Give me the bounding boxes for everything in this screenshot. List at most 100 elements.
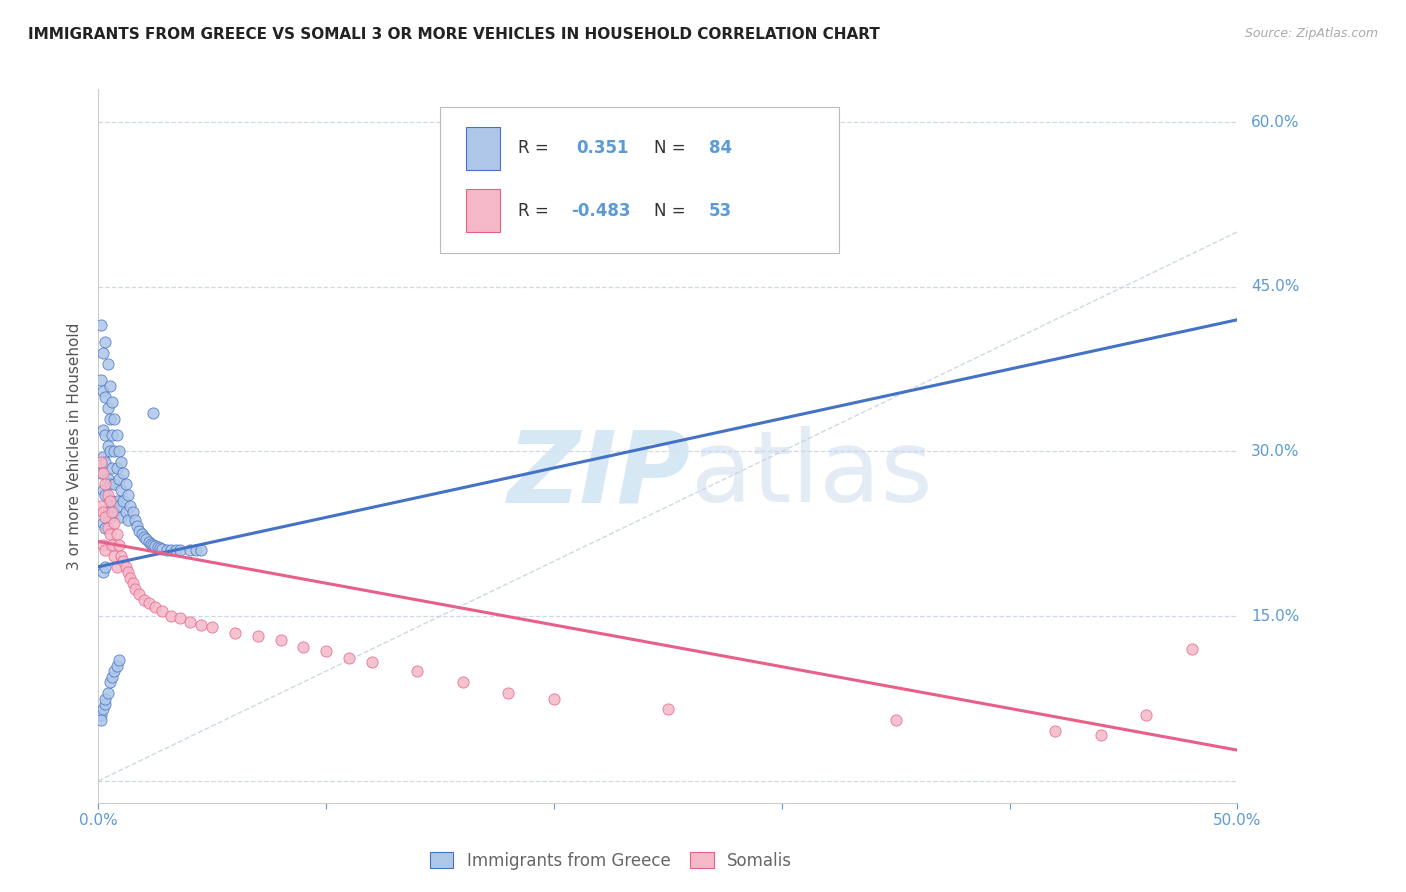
Point bbox=[98, 526, 121, 541]
Point bbox=[179, 543, 201, 558]
Point bbox=[138, 534, 160, 549]
Point bbox=[94, 334, 117, 349]
Point bbox=[101, 461, 124, 475]
Point bbox=[360, 655, 382, 669]
Point bbox=[114, 477, 136, 491]
Point bbox=[179, 615, 201, 629]
Point bbox=[91, 450, 114, 464]
Text: 30.0%: 30.0% bbox=[1251, 444, 1299, 459]
Point bbox=[124, 512, 146, 526]
Point bbox=[149, 541, 172, 555]
Text: N =: N = bbox=[654, 202, 692, 219]
Point bbox=[98, 494, 121, 508]
Text: N =: N = bbox=[654, 139, 692, 157]
Point bbox=[132, 530, 155, 544]
Point bbox=[98, 378, 121, 392]
Point bbox=[94, 559, 117, 574]
Point bbox=[117, 566, 139, 580]
Point bbox=[98, 477, 121, 491]
Point bbox=[169, 611, 191, 625]
Point bbox=[108, 444, 131, 458]
Point bbox=[101, 538, 124, 552]
Point bbox=[103, 477, 125, 491]
Text: 53: 53 bbox=[709, 202, 733, 219]
Point bbox=[120, 571, 142, 585]
Point bbox=[105, 526, 128, 541]
Point bbox=[96, 505, 118, 519]
Point bbox=[98, 444, 121, 458]
Point bbox=[96, 488, 118, 502]
Point bbox=[105, 461, 128, 475]
FancyBboxPatch shape bbox=[440, 107, 839, 253]
Point bbox=[101, 505, 124, 519]
Point bbox=[103, 444, 125, 458]
Point bbox=[98, 675, 121, 690]
Point bbox=[90, 373, 112, 387]
Text: IMMIGRANTS FROM GREECE VS SOMALI 3 OR MORE VEHICLES IN HOUSEHOLD CORRELATION CHA: IMMIGRANTS FROM GREECE VS SOMALI 3 OR MO… bbox=[28, 27, 880, 42]
Point bbox=[657, 702, 679, 716]
Bar bbox=[467, 189, 501, 232]
Bar bbox=[467, 127, 501, 169]
Point bbox=[128, 587, 150, 601]
Point bbox=[91, 467, 114, 481]
Point bbox=[105, 559, 128, 574]
Point bbox=[94, 455, 117, 469]
Point bbox=[112, 494, 135, 508]
Point bbox=[96, 357, 118, 371]
Point bbox=[91, 566, 114, 580]
Point bbox=[406, 664, 429, 678]
Text: 0.351: 0.351 bbox=[576, 139, 630, 157]
Point bbox=[91, 516, 114, 530]
Point bbox=[91, 538, 114, 552]
Text: Source: ZipAtlas.com: Source: ZipAtlas.com bbox=[1244, 27, 1378, 40]
Point bbox=[110, 549, 132, 563]
Point bbox=[96, 401, 118, 415]
Text: R =: R = bbox=[517, 139, 554, 157]
Point bbox=[108, 472, 131, 486]
Point bbox=[128, 524, 150, 538]
Point bbox=[190, 618, 212, 632]
Point bbox=[224, 625, 246, 640]
Point bbox=[146, 540, 169, 554]
Point bbox=[124, 582, 146, 596]
Point bbox=[108, 653, 131, 667]
Point bbox=[169, 543, 191, 558]
Point bbox=[160, 609, 183, 624]
Point bbox=[543, 691, 565, 706]
Point bbox=[94, 488, 117, 502]
Point bbox=[117, 488, 139, 502]
Point bbox=[292, 640, 315, 654]
Point bbox=[105, 428, 128, 442]
Point bbox=[1090, 728, 1112, 742]
Point bbox=[94, 543, 117, 558]
Point bbox=[190, 543, 212, 558]
Point bbox=[451, 675, 474, 690]
Point bbox=[145, 539, 167, 553]
Point bbox=[108, 500, 131, 514]
Point bbox=[94, 510, 117, 524]
Point bbox=[94, 390, 117, 404]
Point bbox=[337, 651, 360, 665]
Point bbox=[114, 559, 136, 574]
Point bbox=[90, 318, 112, 333]
Point bbox=[103, 664, 125, 678]
Point bbox=[165, 543, 187, 558]
Point bbox=[127, 519, 149, 533]
Point bbox=[91, 483, 114, 497]
Text: atlas: atlas bbox=[690, 426, 932, 523]
Point bbox=[110, 510, 132, 524]
Point bbox=[121, 576, 143, 591]
Point bbox=[96, 472, 118, 486]
Point bbox=[101, 428, 124, 442]
Point bbox=[1043, 724, 1066, 739]
Text: -0.483: -0.483 bbox=[571, 202, 630, 219]
Point bbox=[91, 702, 114, 716]
Text: ZIP: ZIP bbox=[508, 426, 690, 523]
Point bbox=[884, 714, 907, 728]
Text: R =: R = bbox=[517, 202, 554, 219]
Point bbox=[105, 658, 128, 673]
Point bbox=[91, 384, 114, 398]
Point bbox=[114, 505, 136, 519]
Text: 60.0%: 60.0% bbox=[1251, 115, 1299, 129]
Point bbox=[150, 542, 173, 557]
